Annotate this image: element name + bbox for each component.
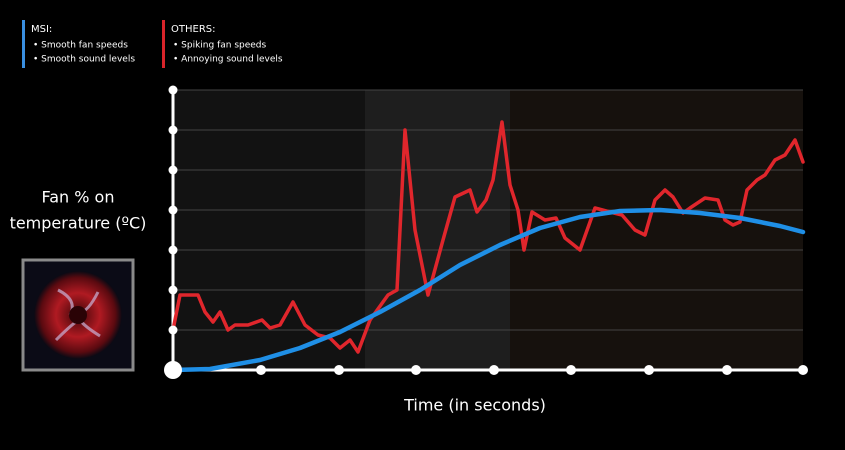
y-tick bbox=[168, 245, 178, 255]
region bbox=[510, 90, 803, 370]
y-axis-label: temperature (ºC) bbox=[10, 214, 147, 233]
legend-title: OTHERS: bbox=[171, 24, 215, 35]
y-tick bbox=[168, 165, 178, 175]
x-tick bbox=[256, 365, 266, 375]
region bbox=[365, 90, 510, 370]
x-tick bbox=[489, 365, 499, 375]
fan-image bbox=[69, 306, 87, 324]
x-tick bbox=[334, 365, 344, 375]
legend-item: • Smooth sound levels bbox=[33, 55, 135, 65]
y-tick bbox=[168, 205, 178, 215]
x-tick bbox=[566, 365, 576, 375]
legend-item: • Smooth fan speeds bbox=[33, 41, 128, 51]
x-axis-label: Time (in seconds) bbox=[403, 396, 546, 415]
y-tick bbox=[168, 325, 178, 335]
legend-bar bbox=[22, 20, 25, 68]
legend-title: MSI: bbox=[31, 24, 52, 35]
y-tick bbox=[168, 125, 178, 135]
y-tick bbox=[168, 285, 178, 295]
x-tick bbox=[798, 365, 808, 375]
x-tick bbox=[164, 361, 182, 379]
legend-item: • Spiking fan speeds bbox=[173, 41, 267, 51]
line bbox=[170, 207, 806, 373]
x-tick bbox=[722, 365, 732, 375]
y-tick bbox=[168, 85, 178, 95]
legend-item: • Annoying sound levels bbox=[173, 55, 283, 65]
region bbox=[173, 90, 365, 370]
legend-bar bbox=[162, 20, 165, 68]
y-axis-label: Fan % on bbox=[42, 188, 115, 207]
fan-image bbox=[54, 288, 101, 342]
x-tick bbox=[411, 365, 421, 375]
x-tick bbox=[644, 365, 654, 375]
line bbox=[171, 120, 805, 354]
